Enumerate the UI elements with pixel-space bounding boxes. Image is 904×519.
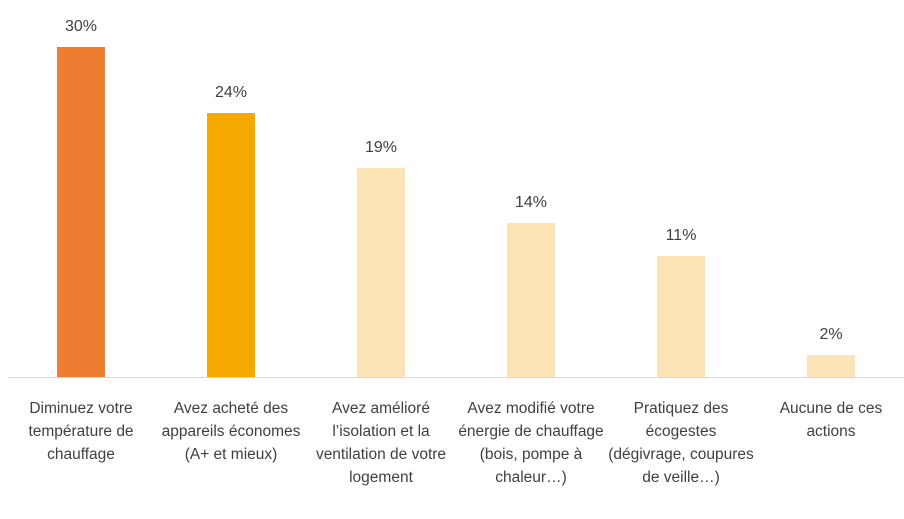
bar <box>507 223 555 377</box>
value-label: 30% <box>65 18 97 35</box>
x-tick-label: Diminuez votre température de chauffage <box>28 400 134 463</box>
bar <box>57 47 105 377</box>
value-label: 24% <box>215 84 247 101</box>
x-tick-label: Avez modifié votre énergie de chauffage … <box>458 400 604 486</box>
bar <box>207 113 255 377</box>
x-tick-label: Pratiquez des écogestes (dégivrage, coup… <box>608 400 754 486</box>
value-label: 19% <box>365 139 397 156</box>
bar <box>357 168 405 377</box>
bar <box>657 256 705 377</box>
value-label: 11% <box>666 227 697 244</box>
value-label: 2% <box>819 326 842 343</box>
value-label: 14% <box>515 194 547 211</box>
x-tick-label: Avez amélioré l’isolation et la ventilat… <box>315 400 447 486</box>
x-tick-label: Aucune de ces actions <box>779 400 883 440</box>
bar <box>807 355 855 377</box>
x-tick-label: Avez acheté des appareils économes (A+ e… <box>161 400 301 463</box>
